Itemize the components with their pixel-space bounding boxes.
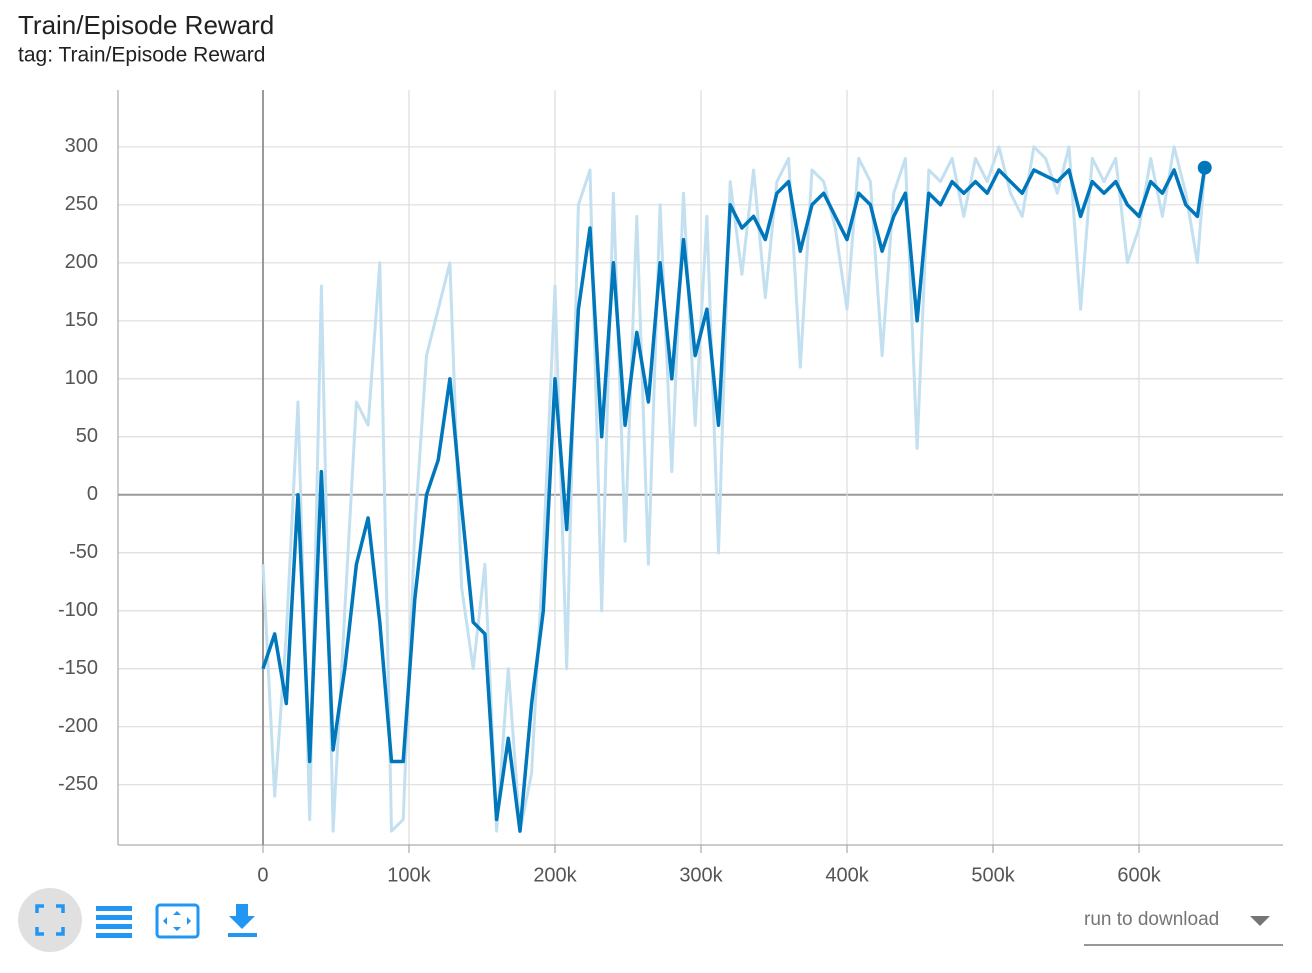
y-tick-label: 150 (65, 309, 98, 331)
x-tick-label: 300k (679, 864, 723, 886)
chart-tag: tag: Train/Episode Reward (18, 44, 265, 67)
series-line (261, 167, 1207, 833)
y-tick-label: -100 (58, 599, 98, 621)
x-tick-label: 400k (825, 864, 869, 886)
end-point (1197, 160, 1212, 175)
run-dropdown[interactable]: run to download (1084, 909, 1283, 946)
icon (96, 906, 132, 911)
axis-labels: -250 -200 -150 -100 -50 0 50 100 150 200 250 300 0 10… (58, 135, 1162, 886)
icon (96, 915, 132, 920)
icon (96, 924, 132, 929)
button-bg (18, 888, 82, 952)
y-tick-label: 0 (87, 483, 98, 505)
y-tick-label: 100 (65, 367, 98, 389)
y-tick-label: -150 (58, 657, 98, 679)
y-tick-label: -50 (69, 541, 98, 563)
icon (229, 904, 255, 929)
y-tick-label: 250 (65, 193, 98, 215)
icon (96, 933, 132, 938)
y-tick-label: 50 (76, 425, 98, 447)
download-button[interactable] (228, 904, 257, 937)
icon (163, 911, 191, 931)
series-line (261, 145, 1207, 833)
x-tick-label: 100k (387, 864, 431, 886)
chart-title: Train/Episode Reward (18, 10, 274, 40)
dropdown-arrow (1250, 916, 1270, 926)
x-tick-label: 500k (971, 864, 1015, 886)
y-tick-label: 200 (65, 251, 98, 273)
fit-domain-button[interactable] (155, 903, 200, 939)
x-tick-label: 200k (533, 864, 577, 886)
icon (228, 933, 257, 937)
dropdown-label: run to download (1084, 909, 1219, 930)
x-tick-label: 0 (257, 864, 268, 886)
y-tick-label: -250 (58, 773, 98, 795)
grid (118, 90, 1283, 845)
x-tick-label: 600k (1117, 864, 1161, 886)
log-scale-button[interactable] (96, 906, 132, 938)
fullscreen-button[interactable] (18, 888, 82, 952)
y-tick-label: -200 (58, 715, 98, 737)
y-tick-label: 300 (65, 135, 98, 157)
icon (155, 903, 200, 939)
icon (35, 904, 65, 936)
plot-area (261, 145, 1207, 833)
